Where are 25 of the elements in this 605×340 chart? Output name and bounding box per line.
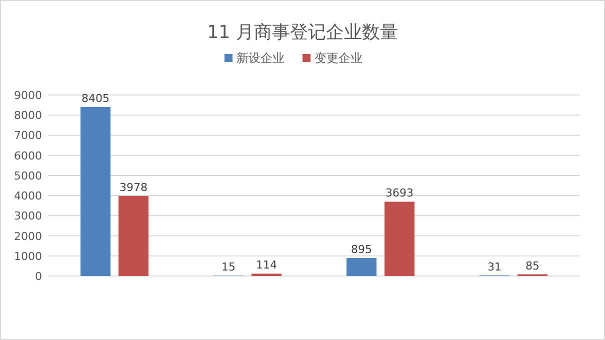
y-tick-label: 3000 [14, 210, 42, 223]
bar [118, 196, 148, 276]
y-tick-label: 7000 [14, 129, 42, 142]
bar [384, 202, 414, 276]
chart-title: 11 月商事登记企业数量 [207, 22, 398, 43]
data-label: 31 [488, 260, 502, 274]
data-label: 15 [222, 260, 236, 274]
legend-label: 新设企业 [236, 51, 284, 65]
legend-label: 变更企业 [314, 51, 362, 65]
data-label: 3978 [120, 181, 148, 194]
y-tick-label: 1000 [14, 250, 42, 263]
y-tick-label: 2000 [14, 230, 42, 243]
y-tick-label: 4000 [14, 190, 42, 203]
data-label: 895 [351, 243, 372, 256]
data-label: 3693 [386, 186, 414, 200]
bar [346, 258, 376, 276]
data-label: 8405 [82, 92, 110, 105]
bar [80, 106, 110, 276]
data-label: 85 [526, 259, 540, 272]
y-tick-label: 6000 [14, 149, 42, 162]
y-tick-label: 5000 [14, 169, 42, 182]
y-tick-label: 8000 [14, 109, 42, 122]
data-label: 114 [256, 258, 277, 272]
y-tick-label: 0 [35, 270, 42, 283]
y-tick-label: 9000 [14, 89, 42, 102]
